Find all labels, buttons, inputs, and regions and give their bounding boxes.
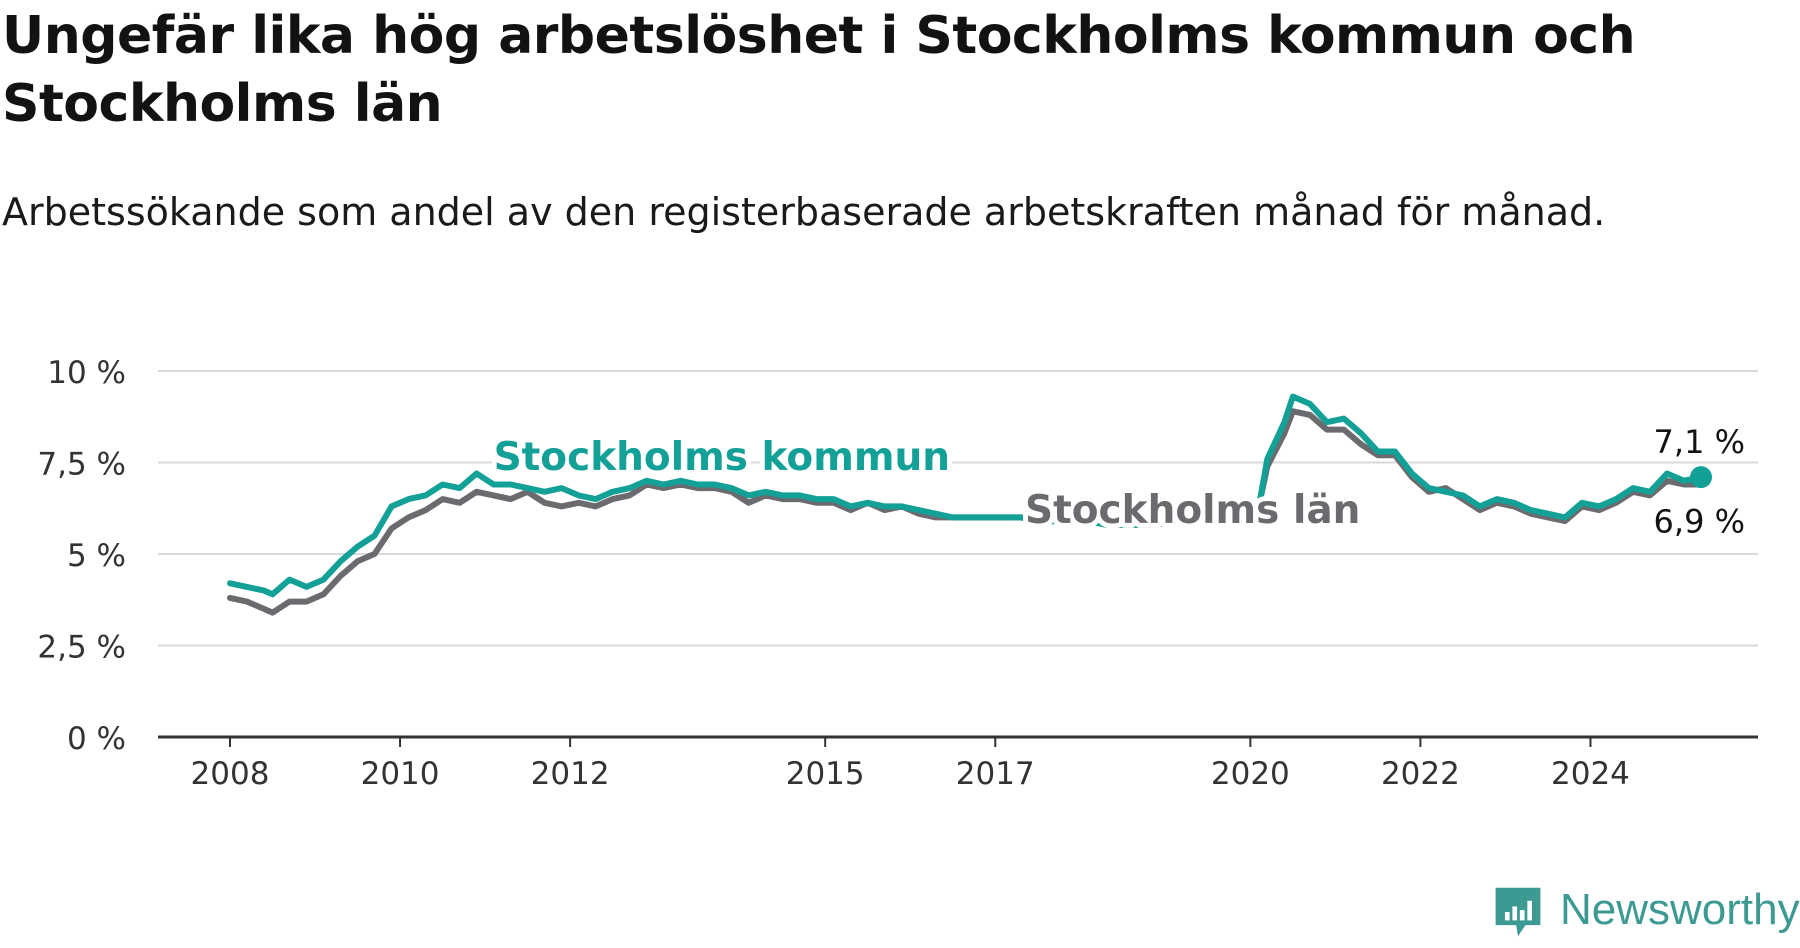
series-labels: Stockholms kommun Stockholms län 7,1 % 6,9 … [489,419,1749,544]
end-value-lan: 6,9 % [1654,502,1745,540]
y-tick-label: 10 % [47,355,126,391]
x-tick-label: 2020 [1211,756,1290,792]
x-tick-label: 2008 [191,756,270,792]
y-tick-label: 0 % [67,721,126,757]
newsworthy-logo-icon [1495,887,1541,937]
chart-title: Ungefär lika hög arbetslöshet i Stockhol… [2,6,1636,134]
series-end-point-kommun [1690,466,1712,489]
x-tick-label: 2010 [361,756,440,792]
y-tick-label: 7,5 % [37,447,126,483]
series-lines [227,393,1712,616]
x-tick-label: 2017 [956,756,1035,792]
series-label-kommun: Stockholms kommun [494,435,950,480]
x-tick-label: 2012 [531,756,610,792]
brand-name: Newsworthy [1560,885,1800,934]
chart-subtitle: Arbetssökande som andel av den registerb… [2,190,1606,234]
end-value-kommun: 7,1 % [1654,423,1745,461]
axis-ticks: 0 % 2,5 % 5 % 7,5 % 10 % 2008 2010 2012 2015 2017… [37,355,1630,792]
x-tick-label: 2024 [1551,756,1630,792]
y-tick-label: 5 % [67,538,126,574]
series-label-lan: Stockholms län [1025,488,1360,533]
x-tick-label: 2022 [1381,756,1460,792]
series-line-lan [227,408,1704,616]
y-tick-label: 2,5 % [37,630,126,666]
series-line-kommun [227,393,1704,598]
grid-lines [158,370,1758,739]
x-tick-label: 2015 [786,756,865,792]
